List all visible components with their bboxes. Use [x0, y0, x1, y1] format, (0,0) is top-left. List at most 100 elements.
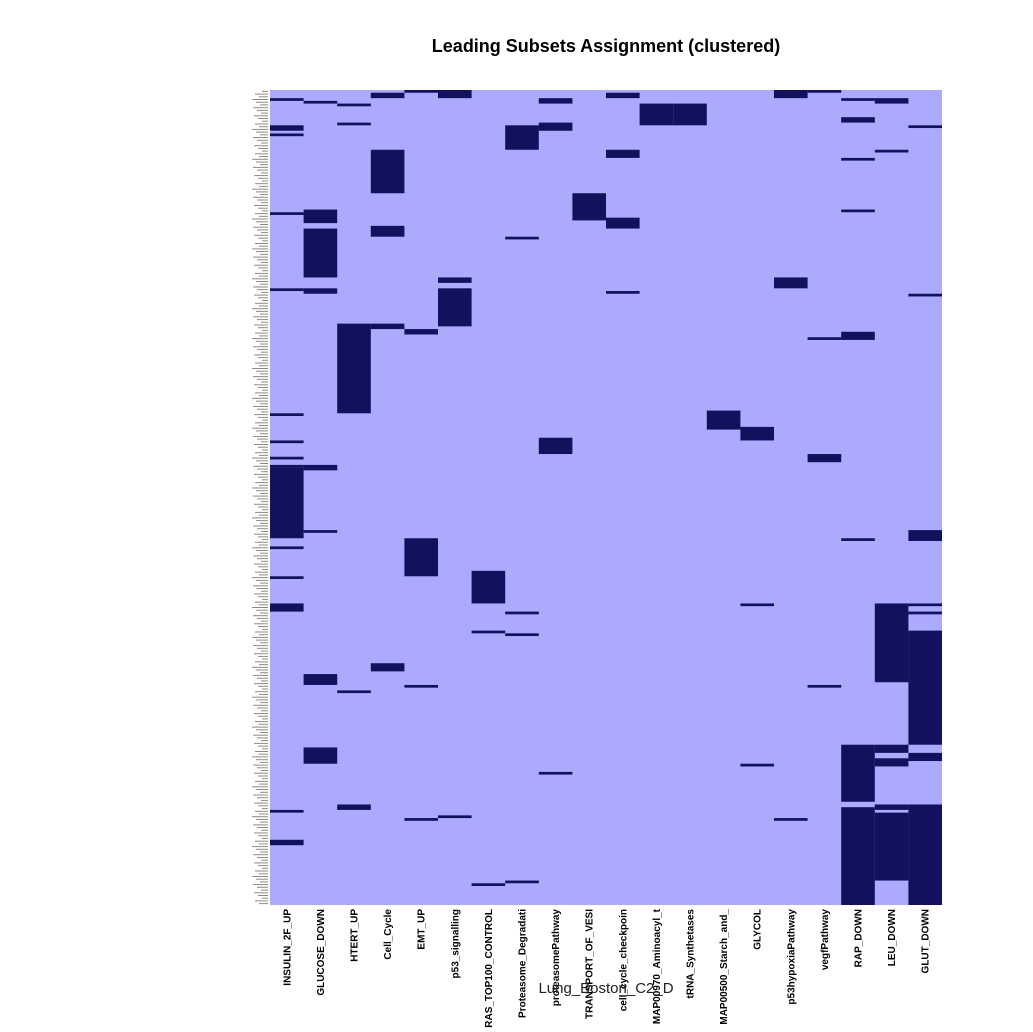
heatmap-cell-block — [908, 611, 942, 615]
heatmap-cells — [270, 90, 942, 905]
heatmap-cell-block — [606, 149, 640, 158]
heatmap-cell-block — [740, 763, 774, 767]
heatmap-cell-block — [270, 288, 304, 292]
heatmap-cell-block — [774, 818, 808, 821]
heatmap-cell-block — [908, 293, 942, 297]
heatmap-cell-block — [841, 98, 875, 101]
heatmap-cell-block — [337, 804, 371, 810]
heatmap-cell-block — [270, 98, 304, 101]
heatmap-cell-block — [270, 576, 304, 579]
heatmap-cell-block — [471, 570, 506, 604]
heatmap-cell-block — [774, 277, 808, 289]
heatmap-cell-block — [538, 771, 573, 775]
x-axis-label: Lung_Boston_C2_D — [538, 980, 674, 997]
heatmap-cell-block — [303, 464, 338, 471]
heatmap-cell-block — [841, 117, 875, 123]
heatmap-cell-block — [841, 157, 875, 161]
heatmap-cell-block — [807, 454, 842, 463]
column-label: INSULIN_2F_UP — [282, 909, 293, 986]
column-label: RAS_TOP100_CONTROL — [484, 909, 495, 1028]
heatmap-cell-block — [505, 125, 539, 150]
heatmap-cell-block — [270, 839, 304, 846]
heatmap-cell-block — [908, 603, 942, 607]
heatmap-cell-block — [807, 90, 842, 93]
column-label: proteasomePathway — [551, 909, 562, 1007]
heatmap-cell-block — [841, 209, 875, 213]
heatmap-cell-block — [606, 291, 640, 294]
heatmap-cell-block — [270, 125, 304, 131]
column-label: p53_signalling — [450, 909, 461, 978]
heatmap-cell-block — [303, 674, 338, 685]
column-label: GLUT_DOWN — [921, 909, 932, 973]
heatmap-cell-block — [270, 467, 304, 539]
heatmap-cell-block — [471, 883, 506, 886]
column-label: RAP_DOWN — [854, 909, 865, 967]
column-label: tRNA_Synthetases — [686, 909, 697, 999]
column-label: MAP00970_Aminoacyl_t — [652, 908, 663, 1024]
heatmap-cell-block — [438, 288, 472, 327]
heatmap-cell-block — [538, 98, 573, 104]
heatmap-cell-block — [908, 752, 942, 762]
column-label: Proteasome_Degradati — [518, 909, 529, 1018]
column-label: Cell_Cycle — [383, 909, 394, 960]
heatmap-cell-block — [505, 611, 539, 615]
heatmap-cell-block — [740, 426, 774, 441]
heatmap-cell-block — [404, 329, 438, 335]
heatmap-cell-block — [337, 690, 371, 694]
heatmap-cell-block — [303, 209, 338, 224]
heatmap-cell-block — [538, 122, 573, 131]
heatmap-cell-block — [270, 413, 304, 416]
heatmap-cell-block — [303, 228, 338, 278]
chart-title: Leading Subsets Assignment (clustered) — [431, 36, 781, 56]
heatmap-cell-block — [505, 880, 539, 884]
heatmap-cell-block — [337, 323, 371, 414]
heatmap-cell-block — [404, 818, 438, 821]
heatmap-cell-block — [807, 684, 842, 688]
heatmap-cell-block — [303, 530, 338, 533]
heatmap-cell-block — [774, 90, 808, 99]
heatmap-cell-block — [270, 546, 304, 550]
heatmap-cell-block — [303, 288, 338, 294]
heatmap-cell-block — [270, 456, 304, 460]
heatmap-cell-block — [404, 90, 438, 93]
heatmap-cell-block — [270, 603, 304, 612]
column-label: vegfPathway — [820, 909, 831, 971]
heatmap-cell-block — [404, 684, 438, 688]
row-labels — [252, 90, 268, 905]
heatmap-cell-block — [841, 538, 875, 541]
heatmap-cell-block — [370, 323, 405, 330]
heatmap-cell-block — [874, 744, 909, 753]
heatmap-cell-block — [505, 633, 539, 637]
column-label: p53hypoxiaPathway — [786, 909, 797, 1005]
heatmap-cell-block — [471, 630, 506, 634]
column-label: cell_cycle_checkpoin — [618, 909, 629, 1011]
heatmap-cell-block — [270, 464, 304, 468]
heatmap-cell-block — [639, 103, 674, 126]
heatmap-cell-block — [841, 744, 875, 802]
heatmap-cell-block — [538, 437, 573, 455]
heatmap-cell-block — [270, 212, 304, 215]
heatmap-cell-block — [438, 815, 472, 819]
heatmap-cell-block — [908, 125, 942, 129]
heatmap-cell-block — [908, 630, 942, 745]
column-label: TRANSPORT_OF_VESI — [585, 909, 596, 1019]
heatmap-cell-block — [337, 103, 371, 107]
heatmap-cell-block — [673, 103, 707, 126]
column-label: GLYCOL — [753, 909, 764, 950]
column-labels: INSULIN_2F_UP GLUCOSE_DOWN HTERT_UP Cell_Cy… — [282, 908, 931, 1027]
heatmap-cell-block — [270, 809, 304, 813]
heatmap-cell-block — [874, 804, 909, 810]
heatmap-cell-block — [874, 603, 909, 683]
heatmap-cell-block — [404, 538, 438, 577]
heatmap-cell-block — [606, 217, 640, 229]
heatmap-cell-block — [874, 812, 909, 881]
heatmap-cell-block — [874, 98, 909, 104]
heatmap-cell-block — [438, 277, 472, 283]
column-label: EMT_UP — [417, 909, 428, 950]
column-label: MAP00500_Starch_and_ — [719, 909, 730, 1025]
heatmap-cell-block — [874, 758, 909, 767]
column-label: LEU_DOWN — [887, 909, 898, 966]
heatmap-cell-block — [874, 149, 909, 153]
heatmap-cell-block — [337, 122, 371, 126]
